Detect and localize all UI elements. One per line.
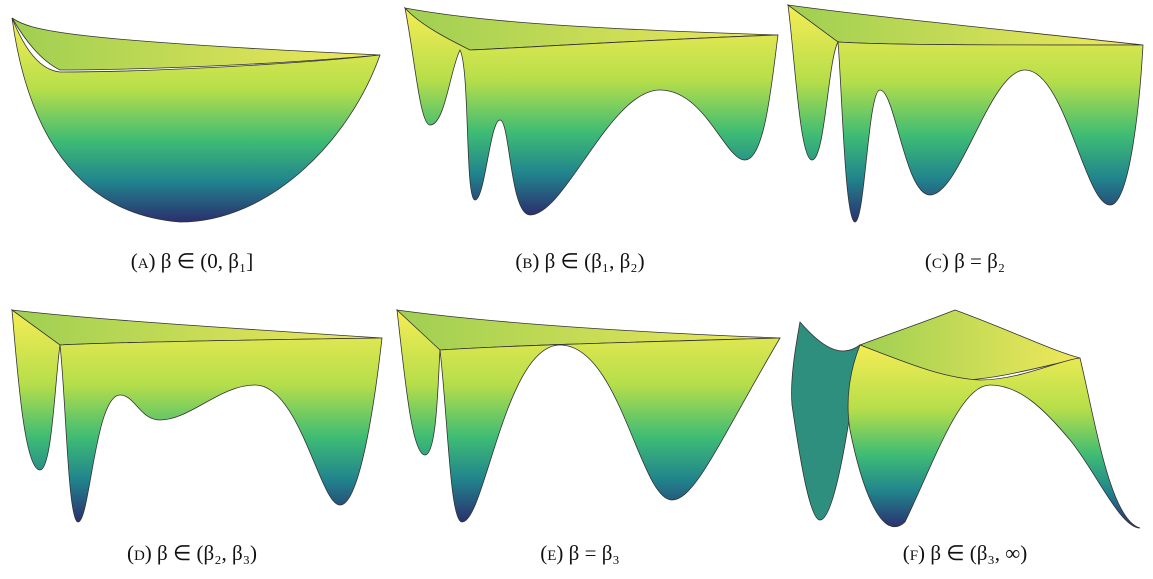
surface-c — [786, 4, 1144, 223]
caption-label: (c) — [925, 249, 949, 273]
surface-b — [403, 6, 779, 216]
caption-condition: β ∈ (0, β₁] — [161, 249, 253, 273]
surface-e — [396, 308, 781, 523]
caption-condition: β = β₂ — [954, 249, 1005, 273]
caption-f: (f) β ∈ (β₃, ∞) — [903, 541, 1028, 565]
caption-label: (e) — [540, 541, 563, 565]
caption-b: (b) β ∈ (β₁, β₂) — [515, 249, 644, 273]
surface-d — [10, 309, 383, 523]
caption-condition: β ∈ (β₃, ∞) — [930, 541, 1027, 565]
caption-label: (b) — [515, 249, 539, 273]
caption-label: (a) — [131, 249, 156, 273]
surface-f — [791, 309, 1141, 529]
caption-label: (d) — [127, 541, 152, 565]
caption-c: (c) β = β₂ — [925, 249, 1005, 273]
caption-label: (f) — [903, 541, 925, 565]
caption-d: (d) β ∈ (β₂, β₃) — [127, 541, 257, 565]
caption-a: (a) β ∈ (0, β₁] — [131, 249, 254, 273]
surface-a — [11, 17, 381, 223]
caption-e: (e) β = β₃ — [540, 541, 619, 565]
caption-condition: β ∈ (β₁, β₂) — [545, 249, 645, 273]
caption-condition: β ∈ (β₂, β₃) — [157, 541, 257, 565]
caption-condition: β = β₃ — [569, 541, 620, 565]
